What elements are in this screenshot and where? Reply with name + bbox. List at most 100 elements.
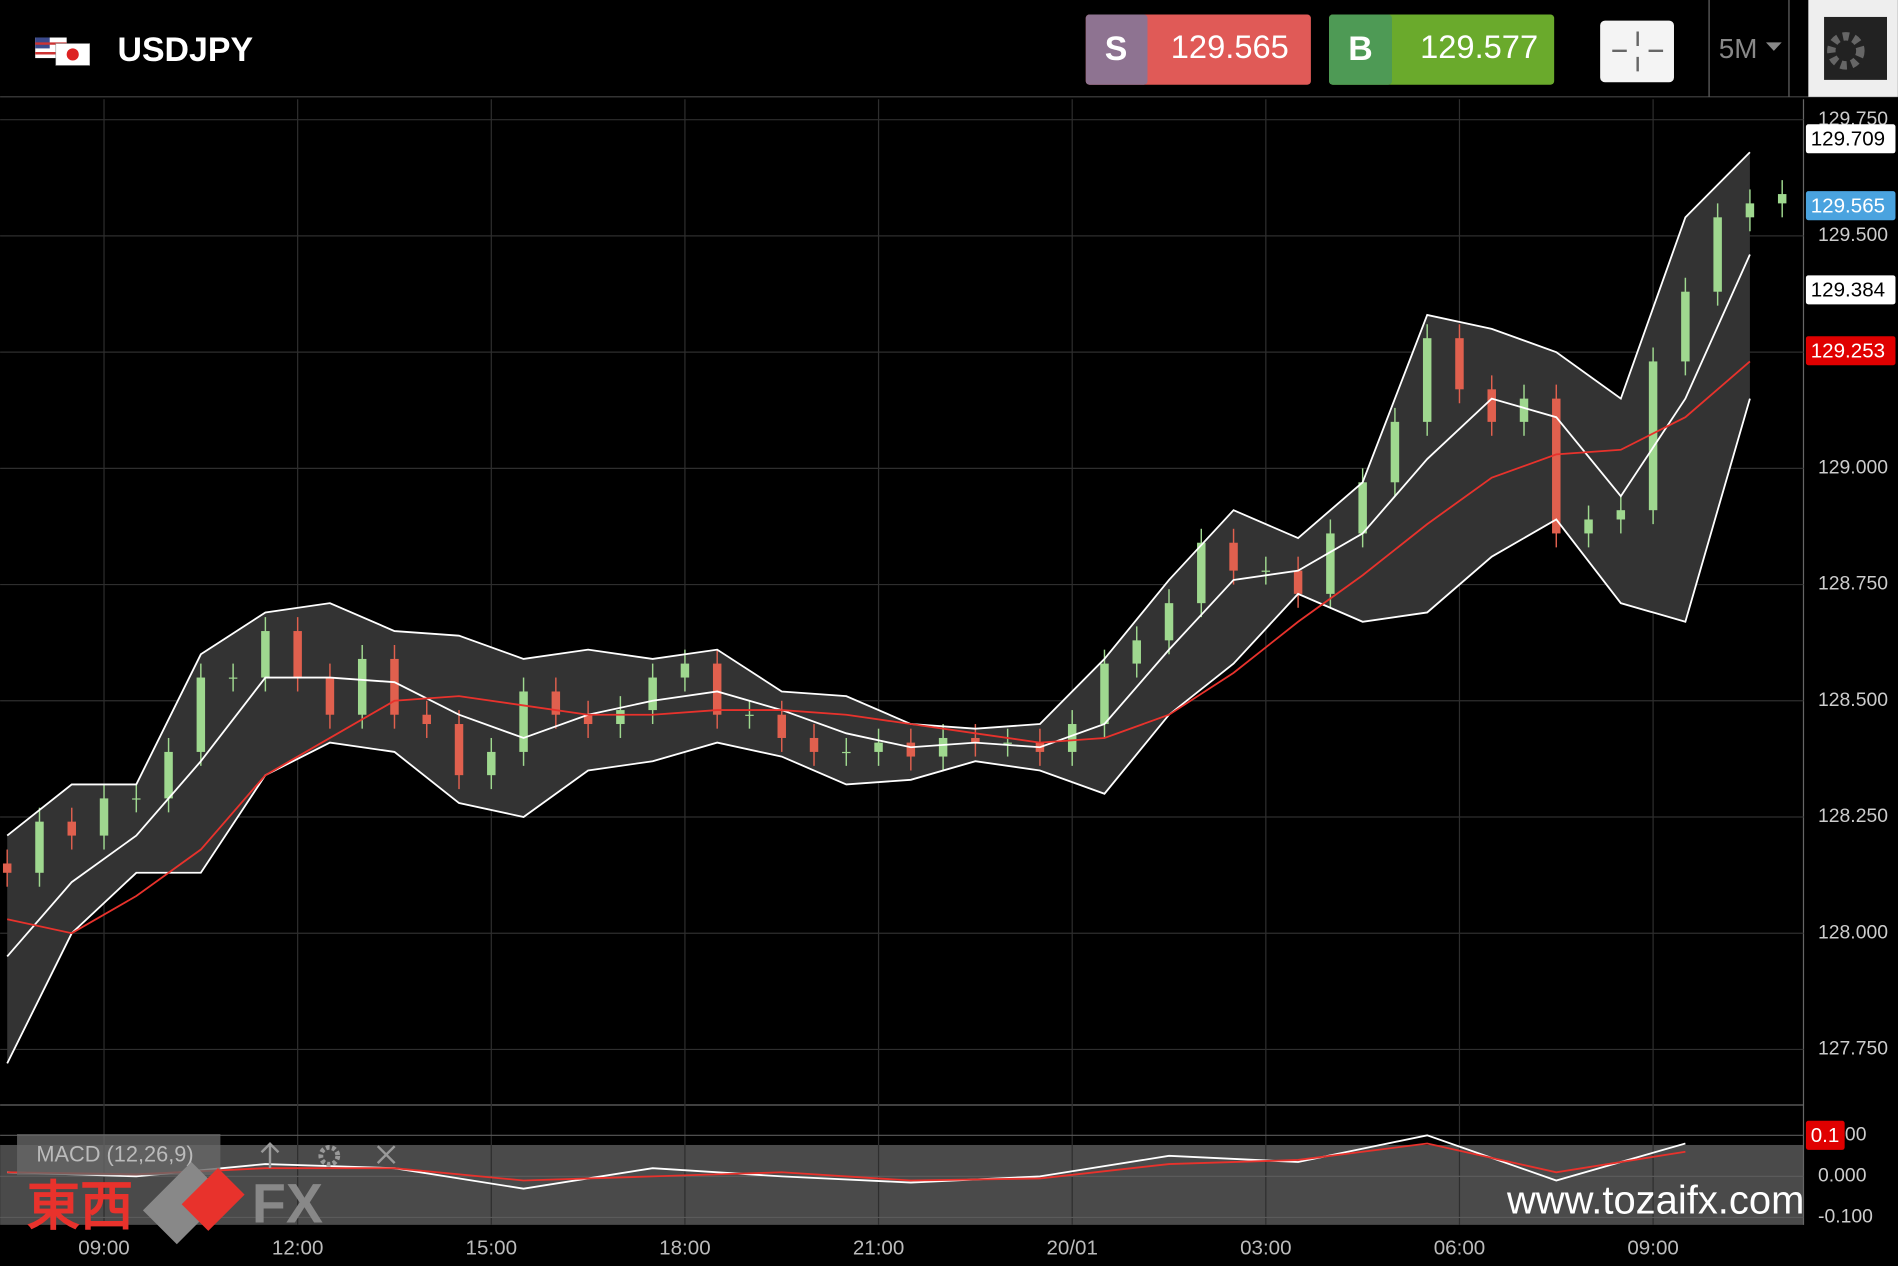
candle-body xyxy=(1164,603,1174,641)
candle-body xyxy=(1487,389,1496,422)
symbol: USDJPY xyxy=(118,31,254,69)
candle-body xyxy=(293,631,302,678)
price-tag xyxy=(1805,1120,1845,1150)
candle-body xyxy=(842,751,851,754)
flags-icon xyxy=(35,37,90,66)
price-tag xyxy=(1805,336,1896,366)
candle-body xyxy=(1293,570,1303,594)
overlay-line xyxy=(6,151,1751,837)
candle-body xyxy=(1229,542,1238,571)
candle-body xyxy=(1326,533,1335,594)
macd-line xyxy=(7,1134,1686,1190)
candle-body xyxy=(680,663,690,678)
candle-body xyxy=(1616,510,1626,520)
overlay-line xyxy=(6,254,1751,958)
candle-body xyxy=(745,714,754,716)
settings-button[interactable] xyxy=(1808,0,1898,97)
candle-body xyxy=(228,677,238,679)
candle-body xyxy=(1552,398,1561,534)
candle-body xyxy=(551,691,561,715)
x-tick-label: 20/01 xyxy=(1046,1236,1097,1259)
price-tag xyxy=(1805,124,1896,154)
x-tick-label: 18:00 xyxy=(659,1236,710,1259)
candle-body xyxy=(2,863,12,873)
candle-body xyxy=(777,714,786,738)
y-tick-label: -0.100 xyxy=(1818,1206,1873,1228)
candle-body xyxy=(1390,421,1400,483)
candle-body xyxy=(1519,398,1529,422)
buy-button[interactable]: B 129.577 xyxy=(1329,14,1555,85)
candle-body xyxy=(1713,217,1722,292)
indicator-label: MACD (12,26,9) xyxy=(36,1142,193,1167)
overlay-line xyxy=(6,398,1751,1064)
buy-label: B xyxy=(1348,30,1372,68)
candle-body xyxy=(357,658,367,715)
candle-body xyxy=(1745,203,1755,218)
y-tick-label: 128.000 xyxy=(1818,921,1888,943)
candle-body xyxy=(164,751,173,799)
price-tag-label: 129.253 xyxy=(1811,339,1885,362)
y-tick-label: 129.500 xyxy=(1818,224,1888,246)
watermark-url: www.tozaifx.com xyxy=(1506,1179,1804,1223)
x-tick-label: 15:00 xyxy=(466,1236,517,1259)
candle-body xyxy=(487,751,496,776)
y-tick-label: 127.750 xyxy=(1818,1038,1888,1060)
plot: 09:00 12:00 15:00 18:00 21:00 20/01 03:00 06:00… xyxy=(0,99,1896,1259)
y-tick-label: 0.000 xyxy=(1818,1164,1867,1186)
candle-body xyxy=(1648,361,1658,511)
indicator-icons xyxy=(260,1142,396,1168)
x-tick-label: 03:00 xyxy=(1240,1236,1291,1259)
x-tick-label: 09:00 xyxy=(78,1236,129,1259)
candle-body xyxy=(325,677,335,715)
candle-body xyxy=(906,742,916,757)
candle-body xyxy=(261,631,270,678)
sell-button[interactable]: S 129.565 xyxy=(1085,14,1311,85)
sell-label: S xyxy=(1105,30,1128,68)
crosshair-button[interactable] xyxy=(1600,20,1674,83)
x-tick-label: 09:00 xyxy=(1627,1236,1678,1259)
candle-body xyxy=(422,714,431,725)
candle-body xyxy=(1584,519,1593,534)
watermark-fx: FX xyxy=(252,1173,323,1235)
overlay-line xyxy=(7,360,1751,935)
x-tick-label: 06:00 xyxy=(1434,1236,1485,1259)
price-tag-label: 129.565 xyxy=(1811,194,1885,217)
candle-body xyxy=(1261,570,1271,572)
candle-body xyxy=(99,798,109,836)
watermark-brand: 東西 xyxy=(27,1177,134,1236)
candle-body xyxy=(583,714,593,725)
price-tag xyxy=(1805,191,1896,221)
candle-body xyxy=(1455,338,1464,390)
y-tick-label: 128.750 xyxy=(1818,573,1888,595)
candle-body xyxy=(874,742,883,752)
timeframe: 5M xyxy=(1719,33,1758,64)
watermark-logo xyxy=(142,1161,245,1245)
timeframe-dropdown[interactable]: 5M xyxy=(1719,33,1782,64)
candle-body xyxy=(454,724,464,776)
candle-body xyxy=(196,677,206,752)
candle-body xyxy=(648,677,657,711)
candle-body xyxy=(616,710,625,725)
header-bar xyxy=(0,0,1898,97)
candle-body xyxy=(1681,291,1690,362)
candle-body xyxy=(1422,338,1432,422)
candle-body xyxy=(390,658,399,715)
sell-price: 129.565 xyxy=(1171,28,1289,65)
candle-body xyxy=(67,821,76,836)
band-fill xyxy=(7,152,1750,1064)
price-tag-label: 129.384 xyxy=(1811,278,1885,301)
candle-body xyxy=(519,691,528,752)
macd-line xyxy=(7,1142,1686,1182)
price-tag-label: 0.1 xyxy=(1811,1124,1840,1147)
candle-body xyxy=(1067,724,1077,752)
buy-price: 129.577 xyxy=(1420,28,1538,65)
candle-body xyxy=(1777,194,1787,204)
y-tick-label: 129.000 xyxy=(1818,456,1888,478)
candle-body xyxy=(1197,542,1206,604)
y-tick-label: 128.250 xyxy=(1818,805,1888,827)
x-tick-label: 21:00 xyxy=(853,1236,904,1259)
price-tag xyxy=(1805,275,1896,305)
candle-body xyxy=(1100,663,1109,725)
